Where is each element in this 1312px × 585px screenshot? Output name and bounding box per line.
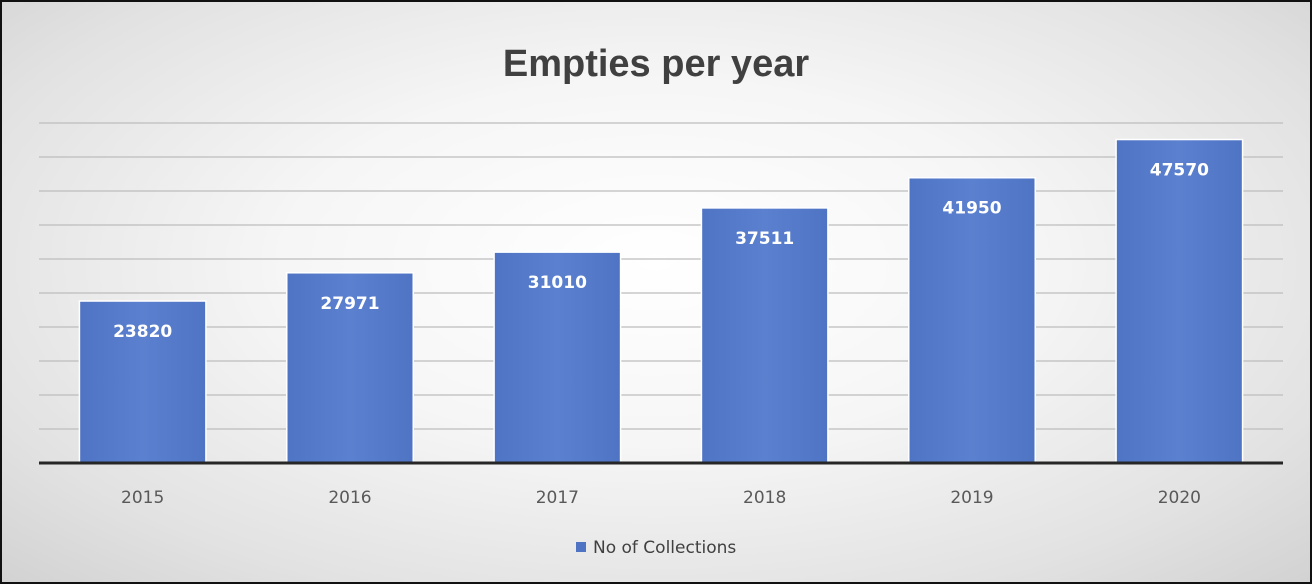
data-labels: 23820 27971 31010 37511 41950 47570	[113, 161, 1209, 342]
x-tick-label-2016: 2016	[328, 488, 371, 508]
bar-2015[interactable]	[78, 300, 207, 464]
x-tick-label-2020: 2020	[1158, 488, 1201, 508]
data-label-2015: 23820	[113, 322, 172, 342]
legend-label: No of Collections	[593, 538, 736, 558]
bar-2018[interactable]	[700, 207, 829, 464]
legend-swatch	[576, 542, 586, 552]
x-tick-label-2019: 2019	[950, 488, 993, 508]
chart-title: Empties per year	[503, 43, 809, 85]
legend[interactable]: No of Collections	[576, 538, 736, 558]
data-label-2020: 47570	[1150, 161, 1209, 181]
data-label-2019: 41950	[942, 199, 1001, 219]
x-tick-label-2017: 2017	[536, 488, 579, 508]
x-axis-ticks: 2015 2016 2017 2018 2019 2020	[121, 488, 1201, 508]
bar-2020[interactable]	[1115, 138, 1244, 464]
data-label-2018: 37511	[735, 229, 794, 249]
x-tick-label-2018: 2018	[743, 488, 786, 508]
bar-2016[interactable]	[286, 272, 414, 464]
bar-2019[interactable]	[908, 176, 1036, 464]
gridlines	[39, 122, 1283, 430]
data-label-2016: 27971	[320, 294, 379, 314]
bars	[78, 138, 1244, 464]
data-label-2017: 31010	[528, 273, 587, 293]
x-tick-label-2015: 2015	[121, 488, 164, 508]
